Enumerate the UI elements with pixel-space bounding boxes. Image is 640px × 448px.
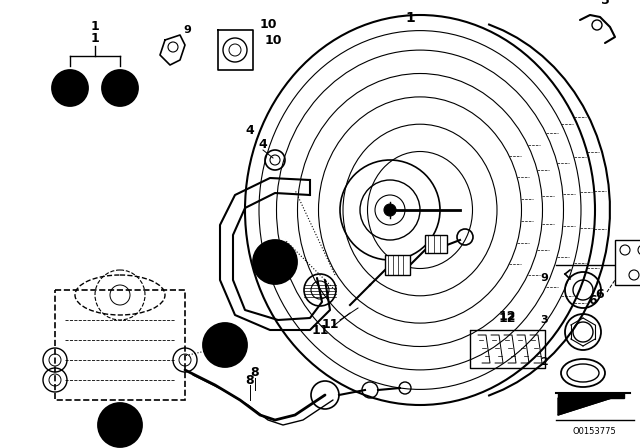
Circle shape	[253, 240, 297, 284]
Text: 3: 3	[115, 418, 125, 432]
Circle shape	[52, 70, 88, 106]
Text: 2: 2	[65, 81, 75, 95]
Text: 5: 5	[616, 0, 625, 1]
Text: 4: 4	[259, 138, 268, 151]
Text: O0153775: O0153775	[572, 427, 616, 436]
Text: 8: 8	[251, 366, 259, 379]
Text: 9: 9	[270, 255, 280, 269]
Text: 11: 11	[321, 319, 339, 332]
Polygon shape	[558, 393, 624, 398]
Text: 9: 9	[540, 273, 548, 283]
Text: 10: 10	[259, 18, 276, 31]
Text: 1: 1	[405, 11, 415, 25]
Circle shape	[98, 403, 142, 447]
Circle shape	[203, 323, 247, 367]
Text: 1: 1	[91, 31, 99, 44]
Text: 12: 12	[499, 311, 516, 324]
FancyBboxPatch shape	[385, 255, 410, 275]
Text: 11: 11	[311, 323, 329, 336]
Circle shape	[384, 204, 396, 216]
FancyBboxPatch shape	[615, 240, 640, 285]
Text: 3: 3	[540, 315, 548, 325]
FancyBboxPatch shape	[425, 235, 447, 253]
Text: 3: 3	[115, 81, 125, 95]
Text: 4: 4	[246, 124, 254, 137]
Text: 6: 6	[589, 293, 597, 306]
Polygon shape	[558, 395, 621, 415]
Text: 6: 6	[596, 289, 604, 302]
Text: 2: 2	[540, 357, 548, 367]
Circle shape	[102, 70, 138, 106]
Text: 5: 5	[600, 0, 609, 7]
Text: 12: 12	[499, 310, 516, 323]
Text: 1: 1	[91, 20, 99, 33]
Text: 2: 2	[220, 338, 230, 352]
Text: 10: 10	[264, 34, 282, 47]
Text: 8: 8	[246, 374, 254, 387]
Text: 9: 9	[183, 25, 191, 35]
FancyBboxPatch shape	[55, 290, 185, 400]
